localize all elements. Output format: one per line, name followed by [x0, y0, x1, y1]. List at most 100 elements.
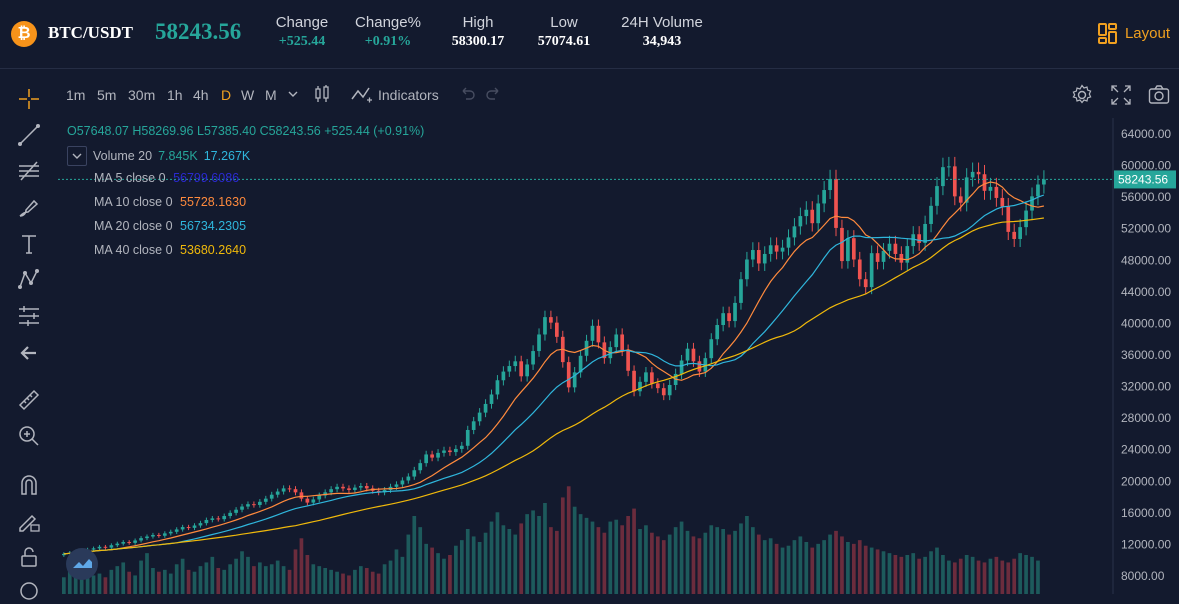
indicators-icon[interactable] — [351, 85, 373, 103]
zoom-in-icon[interactable] — [16, 423, 42, 449]
volume-bar — [305, 555, 310, 594]
volume-bar — [834, 530, 838, 594]
timeframe-w[interactable]: W — [241, 87, 255, 103]
volume-bar — [929, 551, 933, 594]
volume-bar — [252, 566, 256, 594]
volume-bar — [822, 540, 826, 594]
candle-body — [133, 540, 137, 543]
tradingview-logo[interactable] — [66, 548, 98, 580]
pair-symbol[interactable]: BTC/USDT — [48, 23, 134, 42]
last-price-tag — [1114, 170, 1176, 189]
candle-body — [358, 486, 363, 488]
settings-gear-icon[interactable] — [1071, 84, 1093, 106]
undo-icon[interactable] — [458, 86, 476, 102]
arrow-left-icon[interactable] — [16, 340, 42, 366]
candle-body — [501, 371, 506, 381]
candle-body — [1024, 210, 1028, 228]
volume-bar — [976, 560, 981, 594]
redo-icon[interactable] — [485, 86, 503, 102]
ohlc-legend: O57648.07 H58269.96 L57385.40 C58243.56 … — [67, 124, 424, 138]
timeframe-1h[interactable]: 1h — [167, 87, 183, 103]
volume-bar — [228, 564, 232, 594]
candle-body — [442, 450, 446, 453]
chevron-down-icon — [72, 153, 82, 159]
volume-bar — [566, 486, 571, 594]
y-tick-label: 56000.00 — [1121, 190, 1171, 204]
timeframe-m[interactable]: M — [265, 87, 277, 103]
ma20-value: 56734.2305 — [180, 219, 247, 233]
price-chart[interactable]: 64000.00 60000.00 56000.00 52000.00 48000.00… — [58, 118, 1179, 594]
timeframe-5m[interactable]: 5m — [97, 87, 117, 103]
volume-bar — [768, 538, 773, 594]
chevron-down-icon[interactable] — [287, 90, 299, 98]
y-tick-label: 48000.00 — [1121, 253, 1171, 267]
crosshair-icon[interactable] — [16, 86, 42, 112]
timeframe-30m[interactable]: 30m — [128, 87, 156, 103]
ruler-icon[interactable] — [16, 387, 42, 413]
candle-body — [596, 325, 601, 343]
forecast-icon[interactable] — [16, 303, 42, 329]
eye-icon[interactable] — [16, 578, 42, 604]
candle-body — [311, 499, 316, 503]
brush-icon[interactable] — [16, 195, 42, 221]
volume-bar — [810, 547, 815, 594]
volume-bar — [620, 525, 625, 594]
magnet-icon[interactable] — [16, 472, 42, 498]
collapse-legend-button[interactable] — [67, 146, 87, 166]
candle-body — [293, 489, 298, 493]
drawing-toolbar — [0, 70, 58, 600]
volume-bar — [786, 545, 791, 594]
fib-icon[interactable] — [16, 158, 42, 184]
candle-body — [347, 488, 351, 490]
volume-bar — [632, 508, 636, 594]
volume-bar — [424, 543, 429, 594]
indicators-button[interactable]: Indicators — [378, 87, 439, 103]
candle-body — [828, 178, 832, 191]
volume-bar — [192, 571, 197, 594]
candle-body — [893, 243, 898, 254]
timeframe-d[interactable]: D — [221, 87, 232, 103]
stat-value: +525.44 — [278, 34, 326, 49]
volume-bar — [756, 534, 761, 594]
candle-body — [317, 495, 322, 500]
candle-body — [816, 203, 821, 224]
candle-type-icon[interactable] — [314, 84, 330, 104]
candle-body — [91, 548, 96, 550]
volume-bar — [139, 560, 143, 594]
candle-body — [531, 351, 535, 365]
candle-body — [697, 361, 702, 372]
candle-body — [745, 259, 749, 280]
volume-bar — [572, 506, 577, 594]
trend-line-icon[interactable] — [16, 122, 42, 148]
volume-bar — [899, 556, 904, 594]
volume-bar — [394, 549, 399, 594]
candle-body — [923, 223, 927, 243]
layout-button[interactable]: Layout — [1097, 23, 1170, 44]
volume-bar — [1036, 560, 1040, 594]
chart-toolbar: 1m 5m 30m 1h 4h D W M Indicators — [58, 70, 1179, 118]
volume-bar — [436, 553, 440, 594]
candle-body — [430, 454, 434, 458]
candle-body — [857, 259, 862, 280]
timeframe-4h[interactable]: 4h — [193, 87, 209, 103]
volume-bar — [287, 569, 292, 594]
candle-body — [263, 498, 268, 502]
candle-body — [287, 488, 292, 490]
fullscreen-icon[interactable] — [1110, 84, 1132, 106]
text-icon[interactable] — [16, 231, 42, 257]
volume-bar — [947, 560, 951, 594]
volume-bar — [673, 527, 678, 594]
volume-bar — [501, 525, 506, 594]
volume-bar — [970, 556, 975, 594]
volume-bar — [400, 556, 405, 594]
volume-bar — [525, 514, 529, 594]
lock-icon[interactable] — [16, 544, 42, 570]
volume-value: 7.845K — [158, 149, 198, 163]
last-price-label: 58243.56 — [1118, 172, 1168, 186]
volume-bar — [964, 555, 969, 594]
pattern-icon[interactable] — [16, 267, 42, 293]
camera-icon[interactable] — [1148, 84, 1170, 106]
ohlc-close: C58243.56 — [259, 124, 321, 138]
lock-drawings-icon[interactable] — [16, 508, 42, 534]
timeframe-1m[interactable]: 1m — [66, 87, 86, 103]
